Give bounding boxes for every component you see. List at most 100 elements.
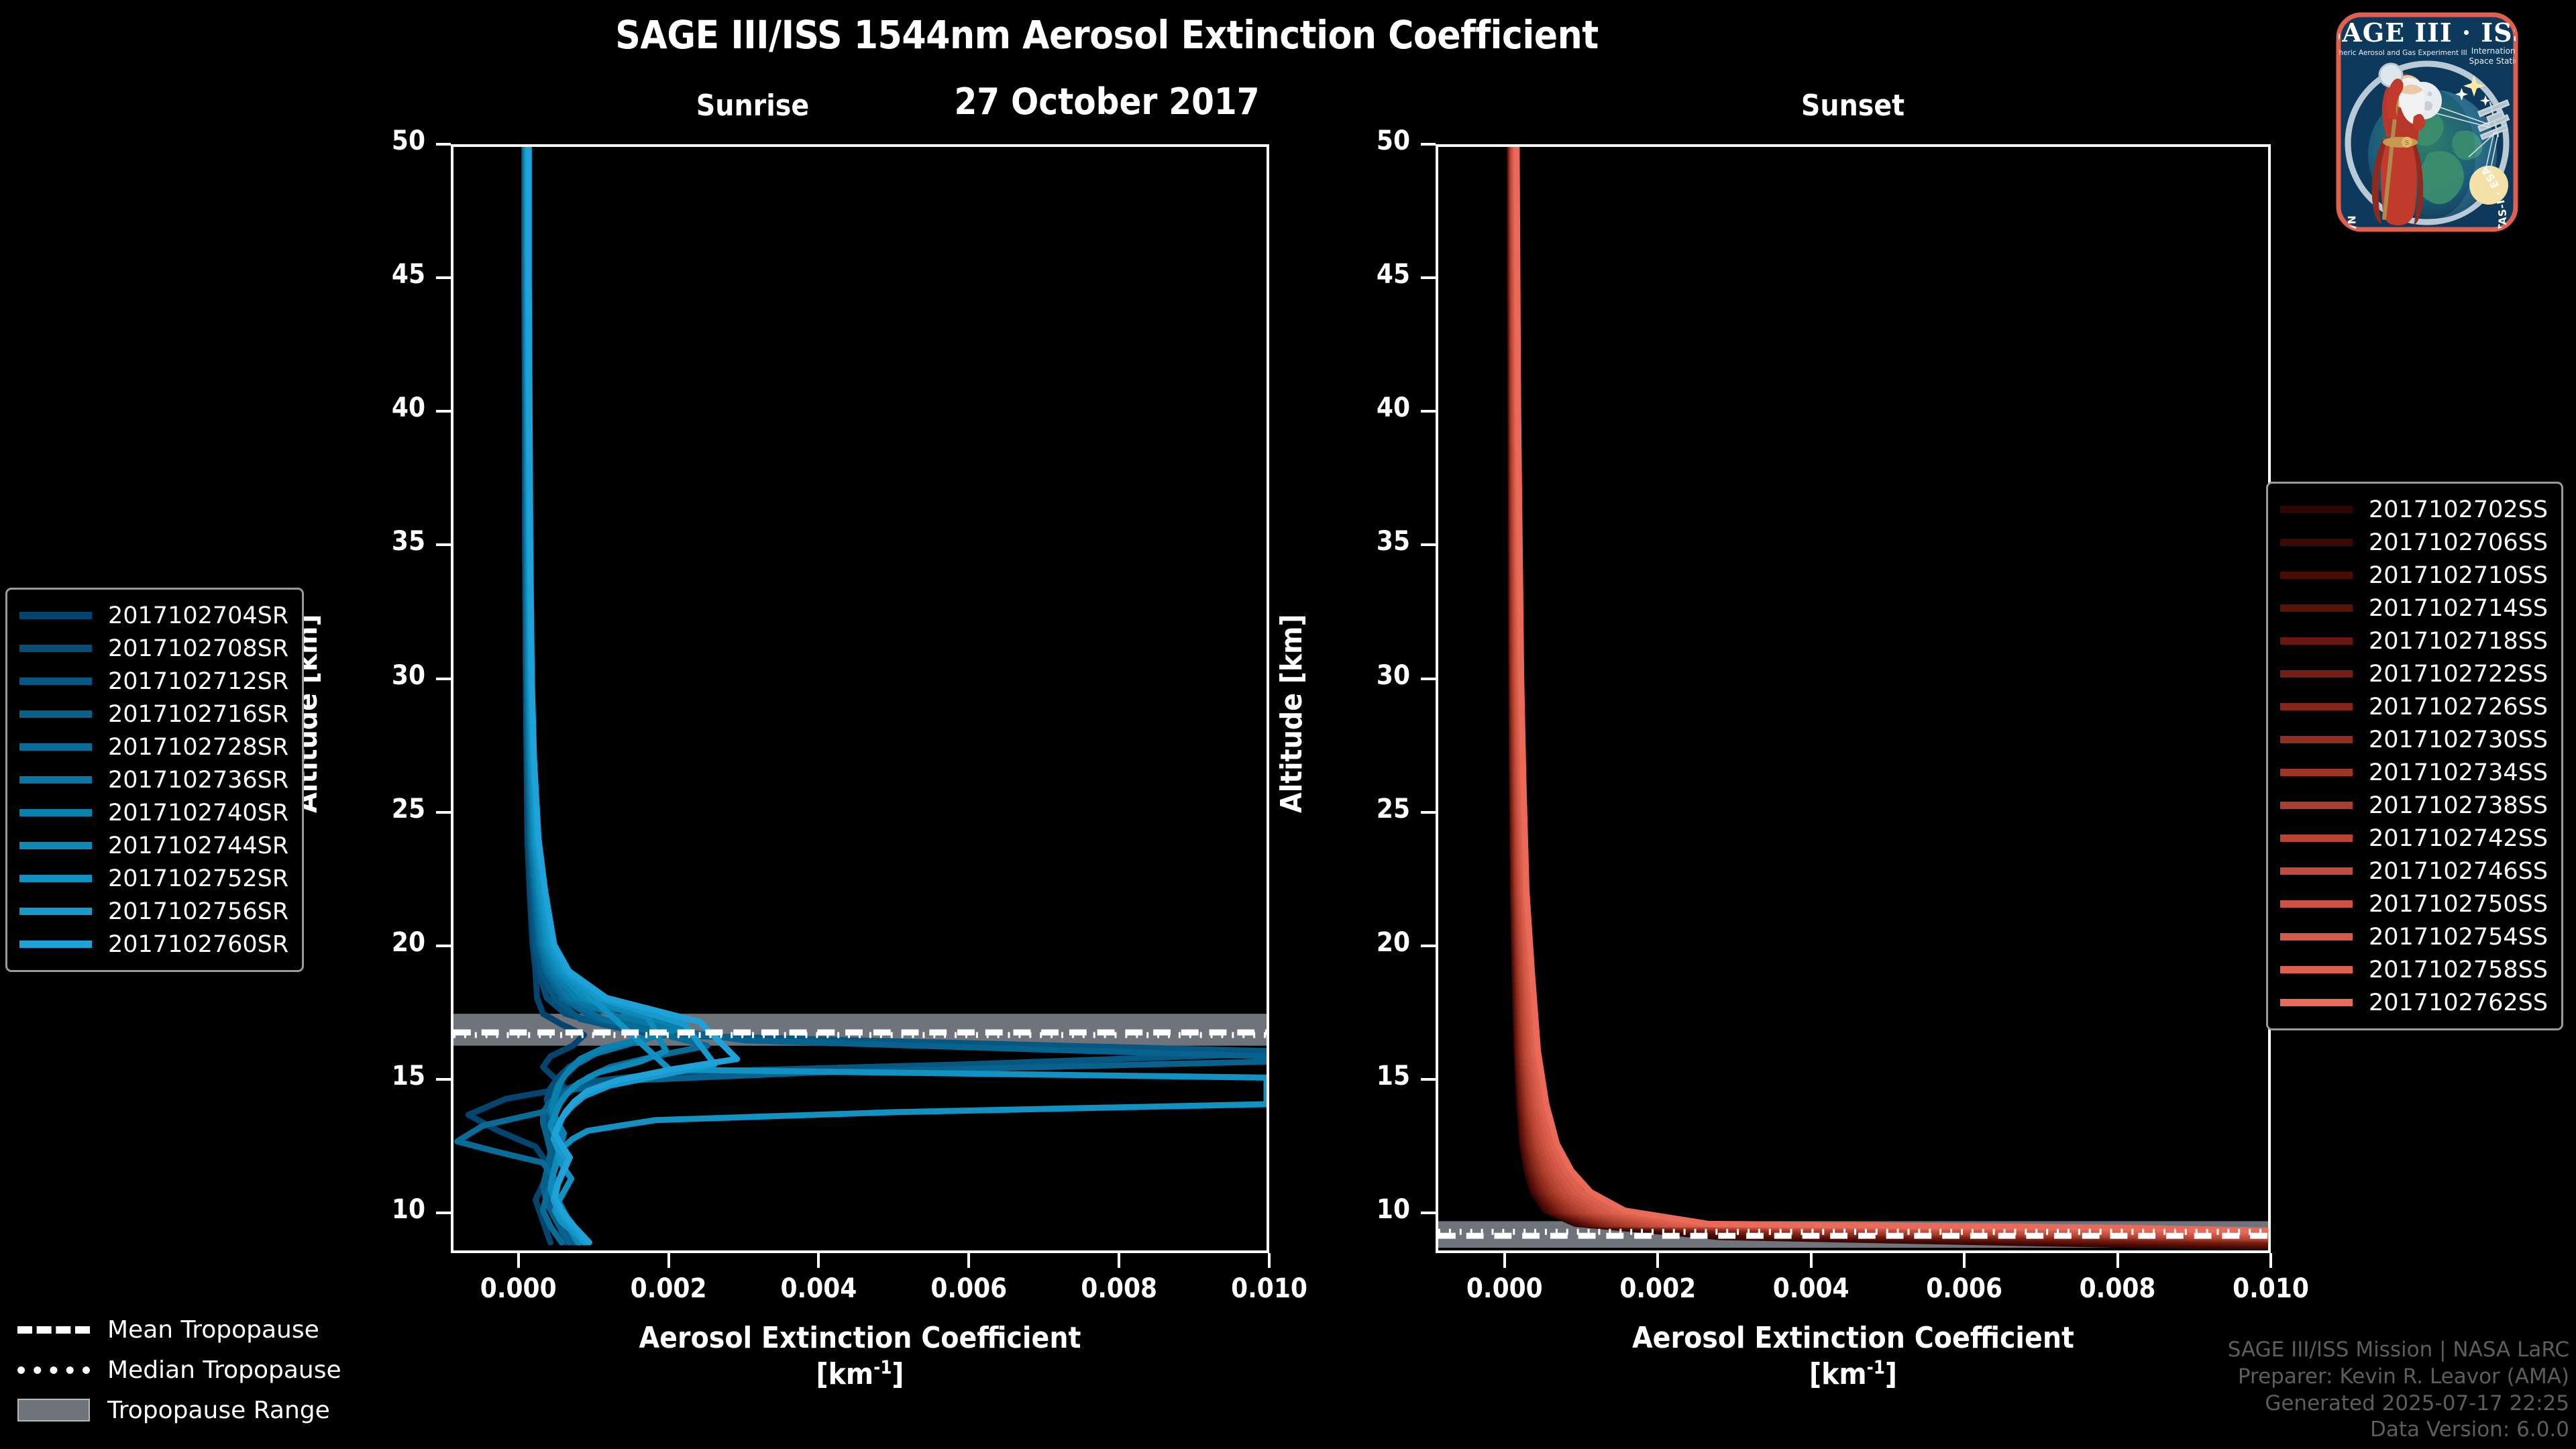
y-tick-label-20: 20	[1376, 926, 1410, 958]
sunrise-legend-color-swatch	[19, 710, 92, 718]
x-tick-label-0.006: 0.006	[1926, 1273, 2003, 1304]
x-tick-label-0.006: 0.006	[930, 1273, 1008, 1304]
footer-credit: SAGE III/ISS Mission | NASA LaRC Prepare…	[2228, 1337, 2569, 1444]
sunrise-legend-item[interactable]: 2017102740SR	[19, 796, 288, 829]
y-tick-mark	[1421, 276, 1436, 280]
tropopause-legend-item: Median Tropopause	[17, 1350, 341, 1390]
sunset-legend-item[interactable]: 2017102722SS	[2280, 657, 2548, 690]
y-tick-mark	[1421, 677, 1436, 680]
x-tick-label-0.004: 0.004	[1772, 1273, 1849, 1304]
y-tick-label-50: 50	[391, 125, 425, 156]
sunset-legend-color-swatch	[2280, 835, 2353, 842]
sunrise-panel-title: Sunrise	[696, 89, 810, 123]
sunrise-legend-item[interactable]: 2017102744SR	[19, 829, 288, 862]
sunrise-legend-item[interactable]: 2017102756SR	[19, 895, 288, 928]
y-tick-label-25: 25	[391, 793, 425, 824]
sunset-x-axis-unit: [km-1]	[1809, 1356, 1898, 1391]
sunset-legend-item[interactable]: 2017102730SS	[2280, 723, 2548, 756]
sunset-legend-item[interactable]: 2017102718SS	[2280, 625, 2548, 657]
series-line-2017102730SS	[1509, 147, 2268, 1242]
sunset-legend-item[interactable]: 2017102750SS	[2280, 888, 2548, 920]
sunrise-legend-color-swatch	[19, 809, 92, 816]
sunrise-legend-item[interactable]: 2017102752SR	[19, 862, 288, 895]
series-line-2017102702SS	[1507, 147, 2268, 1250]
sunset-legend-item[interactable]: 2017102762SS	[2280, 986, 2548, 1019]
x-tick-mark	[667, 1253, 670, 1268]
sunrise-legend[interactable]: 2017102704SR 2017102708SR 2017102712SR 2017…	[5, 588, 305, 972]
y-tick-mark	[436, 1078, 451, 1081]
y-tick-mark	[436, 677, 451, 680]
sunset-legend-color-swatch	[2280, 769, 2353, 776]
x-tick-mark	[2116, 1253, 2119, 1268]
sunrise-plot-canvas	[453, 147, 1267, 1250]
sunset-legend-label: 2017102706SS	[2369, 529, 2548, 556]
y-tick-label-50: 50	[1376, 125, 1410, 156]
patch-subtitle-right-1: International	[2471, 46, 2523, 56]
x-tick-label-0.004: 0.004	[780, 1273, 857, 1304]
sunrise-legend-label: 2017102744SR	[108, 832, 289, 859]
footer-line-mission: SAGE III/ISS Mission | NASA LaRC	[2227, 1338, 2569, 1362]
sunset-legend-label: 2017102726SS	[2369, 693, 2548, 720]
x-tick-mark	[817, 1253, 820, 1268]
sunrise-legend-item[interactable]: 2017102716SR	[19, 698, 288, 731]
sunset-legend-item[interactable]: 2017102710SS	[2280, 559, 2548, 592]
sunset-legend-label: 2017102758SS	[2369, 956, 2548, 983]
tropopause-legend-label: Median Tropopause	[107, 1356, 341, 1384]
sunset-legend-item[interactable]: 2017102758SS	[2280, 953, 2548, 986]
sunset-legend-label: 2017102750SS	[2369, 890, 2548, 918]
sunset-panel-title: Sunset	[1801, 89, 1905, 123]
y-tick-label-45: 45	[1376, 259, 1410, 290]
sunset-legend-label: 2017102730SS	[2369, 726, 2548, 753]
sunset-legend-item[interactable]: 2017102702SS	[2280, 493, 2548, 526]
sunset-legend-item[interactable]: 2017102734SS	[2280, 756, 2548, 789]
sunset-legend-item[interactable]: 2017102706SS	[2280, 526, 2548, 559]
sunset-legend-color-swatch	[2280, 670, 2353, 678]
sunset-legend-item[interactable]: 2017102742SS	[2280, 822, 2548, 855]
sunrise-legend-item[interactable]: 2017102708SR	[19, 632, 288, 665]
y-tick-mark	[1421, 810, 1436, 814]
sunset-legend-color-swatch	[2280, 867, 2353, 875]
sunset-legend-item[interactable]: 2017102714SS	[2280, 592, 2548, 625]
sunset-legend-color-swatch	[2280, 933, 2353, 941]
x-tick-label-0.002: 0.002	[630, 1273, 707, 1304]
sunrise-legend-color-swatch	[19, 875, 92, 882]
sunrise-legend-label: 2017102708SR	[108, 635, 289, 662]
sunset-legend-label: 2017102714SS	[2369, 594, 2548, 622]
sunset-legend-label: 2017102762SS	[2369, 989, 2548, 1016]
sunrise-legend-item[interactable]: 2017102736SR	[19, 763, 288, 796]
series-line-2017102738SS	[1509, 147, 2268, 1241]
x-tick-mark	[517, 1253, 520, 1268]
patch-wizard-figure: S	[2371, 62, 2425, 225]
sunset-legend-item[interactable]: 2017102754SS	[2280, 920, 2548, 953]
sunrise-legend-item[interactable]: 2017102728SR	[19, 731, 288, 763]
y-tick-label-40: 40	[1376, 392, 1410, 424]
y-tick-label-35: 35	[391, 526, 425, 557]
x-tick-mark	[1503, 1253, 1506, 1268]
sunrise-legend-item[interactable]: 2017102704SR	[19, 599, 288, 632]
sunset-legend-label: 2017102754SS	[2369, 923, 2548, 951]
sunset-legend-item[interactable]: 2017102746SS	[2280, 855, 2548, 888]
sunset-x-axis-label-text: Aerosol Extinction Coefficient	[1632, 1321, 2074, 1355]
footer-line-preparer: Preparer: Kevin R. Leavor (AMA)	[2237, 1364, 2569, 1389]
sunset-legend-color-swatch	[2280, 703, 2353, 710]
tropopause-legend: Mean Tropopause Median Tropopause Tropopau…	[17, 1309, 341, 1430]
sunset-legend-color-swatch	[2280, 539, 2353, 546]
sunset-plot-canvas	[1438, 147, 2268, 1250]
series-line-2017102722SS	[1508, 147, 2268, 1244]
x-tick-mark	[1963, 1253, 1966, 1268]
sunrise-legend-item[interactable]: 2017102760SR	[19, 928, 288, 961]
y-tick-label-10: 10	[391, 1194, 425, 1226]
plot-svg	[453, 147, 1267, 1246]
date-subtitle: 27 October 2017	[954, 80, 1260, 123]
sunrise-legend-item[interactable]: 2017102712SR	[19, 665, 288, 698]
sunset-legend[interactable]: 2017102702SS 2017102706SS 2017102710SS 2017…	[2266, 482, 2564, 1030]
y-tick-label-10: 10	[1376, 1194, 1410, 1226]
x-tick-mark	[1118, 1253, 1121, 1268]
x-tick-label-0.010: 0.010	[2233, 1273, 2309, 1304]
plot-svg	[1438, 147, 2268, 1250]
sunset-legend-item[interactable]: 2017102738SS	[2280, 789, 2548, 822]
series-line-2017102710SS	[1507, 147, 2268, 1248]
sunset-legend-item[interactable]: 2017102726SS	[2280, 690, 2548, 723]
footer-line-generated: Generated 2025-07-17 22:25	[2265, 1391, 2569, 1415]
y-tick-label-30: 30	[1376, 659, 1410, 691]
